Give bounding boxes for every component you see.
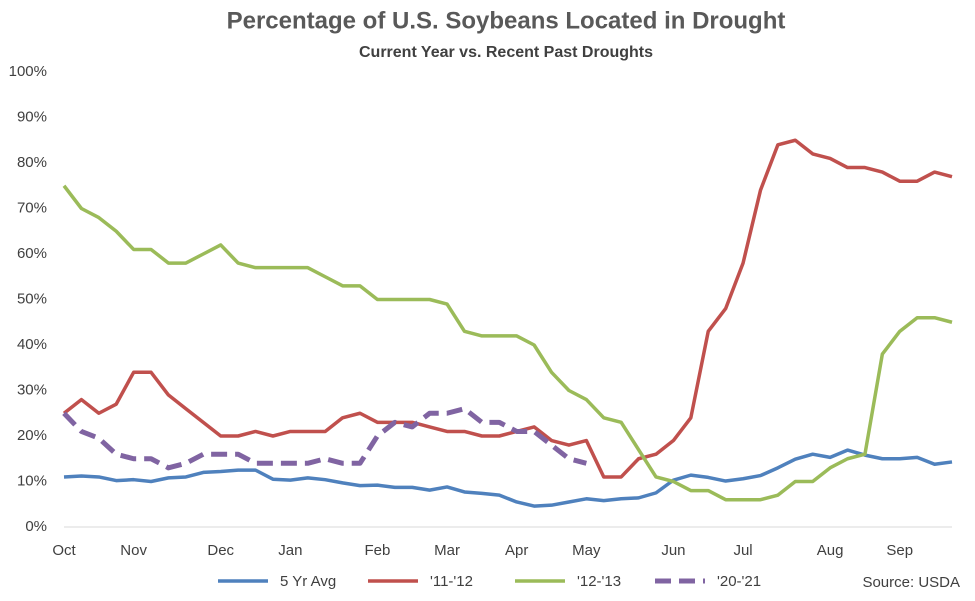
- legend-label: '20-'21: [717, 573, 761, 590]
- y-tick-label: 100%: [9, 63, 47, 80]
- y-tick-label: 60%: [17, 245, 47, 262]
- x-tick-label: Mar: [434, 542, 460, 559]
- y-tick-label: 20%: [17, 427, 47, 444]
- x-tick-label: Dec: [207, 542, 234, 559]
- x-tick-label: Aug: [817, 542, 844, 559]
- chart-subtitle: Current Year vs. Recent Past Droughts: [359, 44, 653, 61]
- x-tick-label: Nov: [120, 542, 147, 559]
- legend-label: '11-'12: [430, 573, 473, 590]
- y-tick-label: 0%: [25, 518, 47, 535]
- x-tick-label: Oct: [52, 542, 76, 559]
- y-tick-label: 10%: [17, 472, 47, 489]
- x-tick-label: Apr: [505, 542, 528, 559]
- series-line: [62, 138, 953, 479]
- legend-label: 5 Yr Avg: [280, 573, 336, 590]
- series-line: [63, 448, 953, 508]
- x-tick-label: May: [572, 542, 601, 559]
- x-tick-label: Jan: [278, 542, 302, 559]
- chart-title: Percentage of U.S. Soybeans Located in D…: [227, 7, 786, 34]
- source-note: Source: USDA: [862, 574, 960, 591]
- y-tick-label: 80%: [17, 154, 47, 171]
- series-line: [62, 406, 587, 471]
- x-tick-label: Sep: [886, 542, 913, 559]
- x-tick-label: Feb: [364, 542, 390, 559]
- y-tick-label: 70%: [17, 199, 47, 216]
- y-tick-label: 90%: [17, 108, 47, 125]
- y-tick-label: 40%: [17, 336, 47, 353]
- x-tick-label: Jul: [733, 542, 752, 559]
- x-tick-label: Jun: [661, 542, 685, 559]
- series-line: [62, 184, 953, 502]
- y-tick-label: 30%: [17, 381, 47, 398]
- legend-label: '12-'13: [577, 573, 621, 590]
- y-tick-label: 50%: [17, 290, 47, 307]
